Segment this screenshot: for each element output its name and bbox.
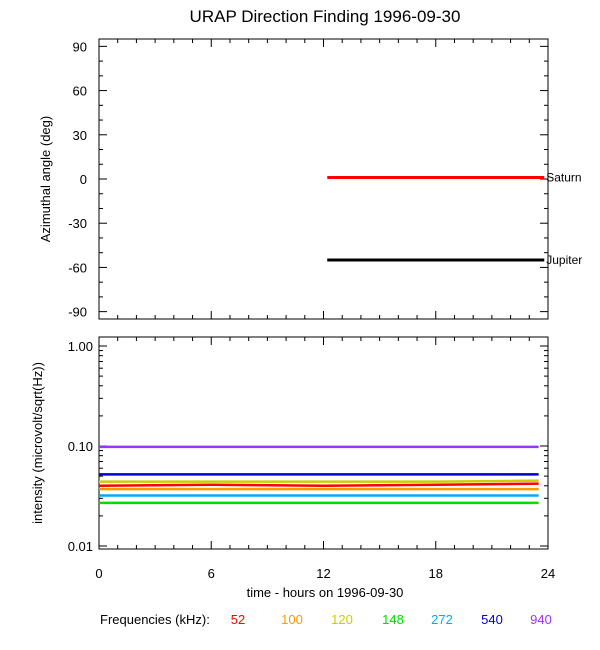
intensity-ytick-label: 0.10 — [68, 439, 93, 454]
intensity-series-52 — [98, 482, 539, 488]
x-axis-label: time - hours on 1996-09-30 — [247, 585, 404, 600]
azimuth-ytick-label: -90 — [68, 305, 87, 320]
azimuth-ytick-label: 0 — [80, 172, 87, 187]
azimuth-panel: Azimuthal angle (deg) 90 60 30 0 -30 -60 -90 S… — [38, 38, 582, 320]
x-tick-label: 12 — [316, 566, 330, 581]
azimuth-ytick-label: 90 — [73, 39, 87, 54]
intensity-series-120 — [99, 479, 539, 483]
x-tick-label: 0 — [95, 566, 102, 581]
intensity-ytick-label: 0.01 — [68, 539, 93, 554]
azimuth-ytick-label: -60 — [68, 260, 87, 275]
intensity-y-axis-label: intensity (microvolt/sqrt(Hz)) — [30, 362, 45, 524]
legend-entry-120: 120 — [331, 612, 353, 627]
x-tick-label: 6 — [208, 566, 215, 581]
azimuth-ytick-label: 60 — [73, 84, 87, 99]
x-tick-label: 24 — [541, 566, 555, 581]
legend-entry-540: 540 — [481, 612, 503, 627]
azimuth-ytick-label: 30 — [73, 128, 87, 143]
legend-entry-100: 100 — [281, 612, 303, 627]
intensity-panel: intensity (microvolt/sqrt(Hz)) 1.00 0.10 0… — [30, 336, 555, 600]
frequency-legend: Frequencies (kHz): 52 100 120 148 272 540 940 — [100, 612, 552, 627]
series-label-saturn: Saturn — [546, 171, 581, 185]
azimuth-y-axis-label: Azimuthal angle (deg) — [38, 116, 53, 242]
legend-entry-272: 272 — [431, 612, 453, 627]
x-tick-label: 18 — [429, 566, 443, 581]
intensity-ytick-label: 1.00 — [68, 339, 93, 354]
legend-label: Frequencies (kHz): — [100, 612, 210, 627]
azimuth-ytick-label: -30 — [68, 216, 87, 231]
intensity-plot-frame — [98, 336, 549, 550]
legend-entry-940: 940 — [530, 612, 552, 627]
legend-entry-52: 52 — [231, 612, 245, 627]
series-label-jupiter: Jupiter — [546, 253, 582, 267]
chart-title: URAP Direction Finding 1996-09-30 — [190, 7, 461, 26]
legend-entry-148: 148 — [382, 612, 404, 627]
